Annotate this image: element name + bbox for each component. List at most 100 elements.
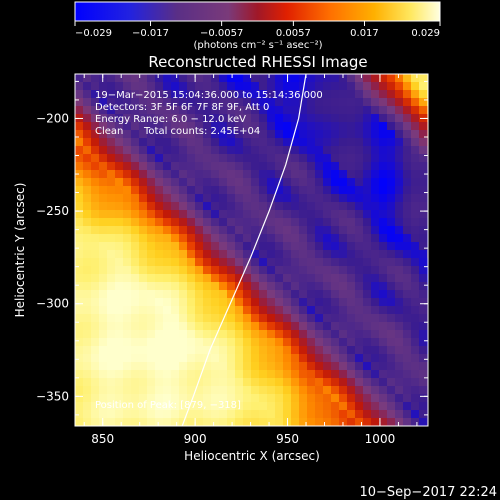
heatmap-cell [83, 394, 92, 403]
heatmap-cell [99, 386, 108, 395]
heatmap-cell [107, 282, 116, 291]
heatmap-cell [323, 218, 332, 227]
heatmap-cell [99, 322, 108, 331]
heatmap-cell [331, 186, 340, 195]
heatmap-cell [275, 330, 284, 339]
heatmap-cell [411, 354, 420, 363]
heatmap-cell [107, 378, 116, 387]
heatmap-cell [195, 90, 204, 99]
heatmap-cell [379, 338, 388, 347]
heatmap-cell [179, 138, 188, 147]
heatmap-cell [299, 218, 308, 227]
heatmap-cell [371, 178, 380, 187]
heatmap-cell [315, 330, 324, 339]
heatmap-cell [107, 410, 116, 419]
heatmap-cell [259, 138, 268, 147]
heatmap-cell [323, 74, 332, 83]
heatmap-cell [419, 282, 428, 291]
heatmap-cell [107, 402, 116, 411]
heatmap-cell [219, 354, 228, 363]
heatmap-cell [339, 378, 348, 387]
heatmap-cell [403, 306, 412, 315]
heatmap-cell [347, 218, 356, 227]
heatmap-cell [211, 402, 220, 411]
heatmap-cell [355, 154, 364, 163]
heatmap-cell [355, 162, 364, 171]
heatmap-cell [139, 338, 148, 347]
heatmap-cell [115, 154, 124, 163]
heatmap-cell [219, 402, 228, 411]
heatmap-cell [227, 410, 236, 419]
heatmap-cell [123, 82, 132, 91]
heatmap-cell [147, 202, 156, 211]
heatmap-cell [219, 234, 228, 243]
heatmap-cell [227, 98, 236, 107]
heatmap-cell [171, 90, 180, 99]
heatmap-cell [211, 290, 220, 299]
heatmap-cell [243, 314, 252, 323]
heatmap-cell [259, 298, 268, 307]
heatmap-cell [235, 178, 244, 187]
heatmap-cell [323, 194, 332, 203]
heatmap-cell [75, 394, 84, 403]
heatmap-cell [259, 90, 268, 99]
heatmap-cell [387, 362, 396, 371]
heatmap-cell [99, 74, 108, 83]
heatmap-cell [75, 402, 84, 411]
heatmap-cell [91, 106, 100, 115]
heatmap-cell [395, 186, 404, 195]
annotation-method: Clean [95, 126, 123, 137]
heatmap-cell [307, 258, 316, 267]
heatmap-cell [283, 314, 292, 323]
heatmap-cell [363, 330, 372, 339]
heatmap-cell [291, 282, 300, 291]
heatmap-cell [283, 82, 292, 91]
heatmap-cell [227, 266, 236, 275]
heatmap-cell [211, 122, 220, 131]
heatmap-cell [179, 90, 188, 99]
heatmap-cell [75, 282, 84, 291]
heatmap-cell [187, 378, 196, 387]
heatmap-cell [99, 250, 108, 259]
heatmap-cell [299, 114, 308, 123]
heatmap-cell [267, 378, 276, 387]
heatmap-cell [355, 298, 364, 307]
heatmap-cell [355, 82, 364, 91]
heatmap-cell [419, 274, 428, 283]
heatmap-cell [219, 258, 228, 267]
heatmap-cell [379, 242, 388, 251]
heatmap-cell [275, 122, 284, 131]
heatmap-cell [123, 242, 132, 251]
heatmap-cell [107, 338, 116, 347]
heatmap-cell [275, 210, 284, 219]
heatmap-cell [211, 386, 220, 395]
heatmap-cell [123, 114, 132, 123]
heatmap-cell [211, 234, 220, 243]
heatmap-cell [411, 322, 420, 331]
heatmap-cell [123, 154, 132, 163]
heatmap-cell [147, 138, 156, 147]
heatmap-cell [219, 282, 228, 291]
heatmap-cell [355, 410, 364, 419]
heatmap-cell [371, 98, 380, 107]
heatmap-cell [155, 314, 164, 323]
heatmap-cell [171, 210, 180, 219]
heatmap-cell [99, 154, 108, 163]
heatmap-cell [83, 258, 92, 267]
heatmap-cell [315, 226, 324, 235]
heatmap-cell [283, 122, 292, 131]
heatmap-cell [195, 386, 204, 395]
heatmap-cell [243, 378, 252, 387]
heatmap-cell [187, 106, 196, 115]
heatmap-cell [91, 162, 100, 171]
heatmap-cell [179, 298, 188, 307]
heatmap-cell [147, 346, 156, 355]
annotation-total-counts: Total counts: 2.45E+04 [143, 126, 260, 137]
heatmap-cell [347, 418, 356, 426]
heatmap-cell [243, 354, 252, 363]
heatmap-cell [323, 306, 332, 315]
heatmap-cell [299, 146, 308, 155]
heatmap-cell [163, 114, 172, 123]
heatmap-cell [411, 370, 420, 379]
heatmap-cell [131, 162, 140, 171]
